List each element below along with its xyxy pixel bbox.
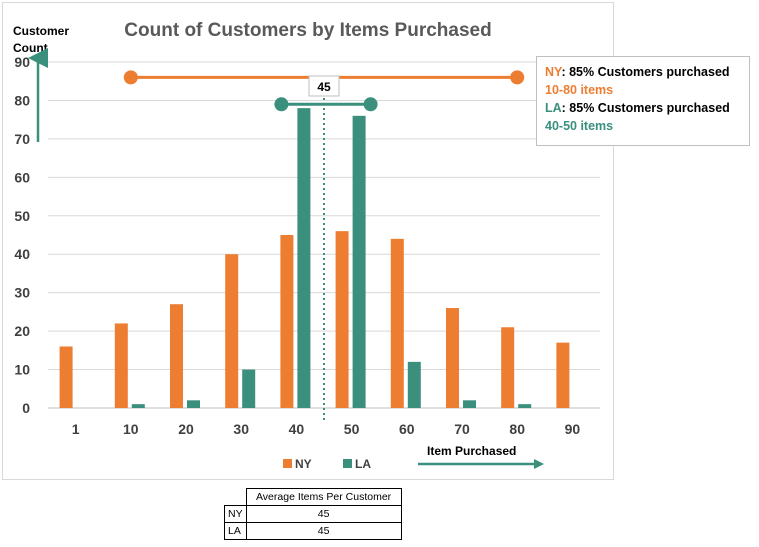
x-tick-label: 50 [344,421,360,437]
y-tick-label: 0 [22,400,30,416]
note-ny-text: : 85% Customers purchased [561,65,730,79]
average-items-table: Average Items Per Customer NY 45 LA 45 [224,488,402,540]
table-row-label: LA [224,522,247,540]
bar-ny [280,235,294,408]
bar-ny [335,231,349,408]
x-tick-label: 60 [399,421,415,437]
ny-range-start-dot [123,70,138,85]
y-tick-label: 20 [14,323,30,339]
table-row-label: NY [224,505,247,523]
bar-la [242,369,256,408]
bar-ny [59,346,73,408]
x-axis-label: Item Purchased [427,444,516,458]
x-tick-label: 30 [233,421,249,437]
bar-la [407,361,421,408]
x-tick-label: 20 [178,421,194,437]
y-axis-label-line2: Count [13,41,48,55]
table-row: NY 45 [224,505,402,523]
y-tick-label: 30 [14,285,30,301]
x-tick-label: 40 [289,421,305,437]
y-tick-label: 60 [14,169,30,185]
y-tick-label: 50 [14,208,30,224]
legend-swatch-ny [283,459,292,468]
x-tick-label: 10 [123,421,139,437]
bar-ny [225,254,239,408]
note-la-prefix: LA [545,101,562,115]
x-tick-label: 70 [454,421,470,437]
y-tick-label: 40 [14,246,30,262]
y-tick-label: 10 [14,362,30,378]
bar-la [187,400,200,408]
bar-la [297,108,311,408]
table-row-value: 45 [245,522,402,540]
chart-frame [2,2,614,480]
note-la-text: : 85% Customers purchased [561,101,730,115]
bar-ny [170,304,183,408]
note-ny-prefix: NY [545,65,562,79]
y-tick-label: 70 [14,131,30,147]
bar-ny [446,308,459,408]
la-range-end-dot [363,97,378,112]
x-tick-label: 90 [565,421,581,437]
y-tick-label: 90 [14,54,30,70]
table-row: LA 45 [224,522,402,540]
x-axis-arrow-head [534,459,544,469]
annotation-note: NY: 85% Customers purchased 10-80 items … [536,56,750,146]
note-la-range: 40-50 items [545,119,614,133]
legend-label-la: LA [355,457,371,471]
y-tick-label: 80 [14,92,30,108]
legend-swatch-la [343,459,352,468]
bar-ny [390,238,404,408]
table-header: Average Items Per Customer [245,488,402,506]
legend-label-ny: NY [295,457,312,471]
table-row-value: 45 [245,505,402,523]
chart-title: Count of Customers by Items Purchased [124,20,491,41]
bar-la [131,404,145,408]
ny-range-end-dot [510,70,525,85]
bar-la [352,115,366,409]
la-range-start-dot [274,97,289,112]
x-tick-label: 1 [72,421,80,437]
bar-ny [501,327,515,408]
table-corner-cell [224,488,247,506]
y-axis-label-line1: Customer [13,24,69,38]
bar-ny [114,323,128,408]
bar-ny [556,342,570,408]
x-tick-label: 80 [509,421,525,437]
bar-la [463,400,476,408]
mean-label: 45 [317,80,331,94]
bar-la [518,404,532,408]
note-ny-range: 10-80 items [545,83,614,97]
mean-label-box [308,75,340,97]
